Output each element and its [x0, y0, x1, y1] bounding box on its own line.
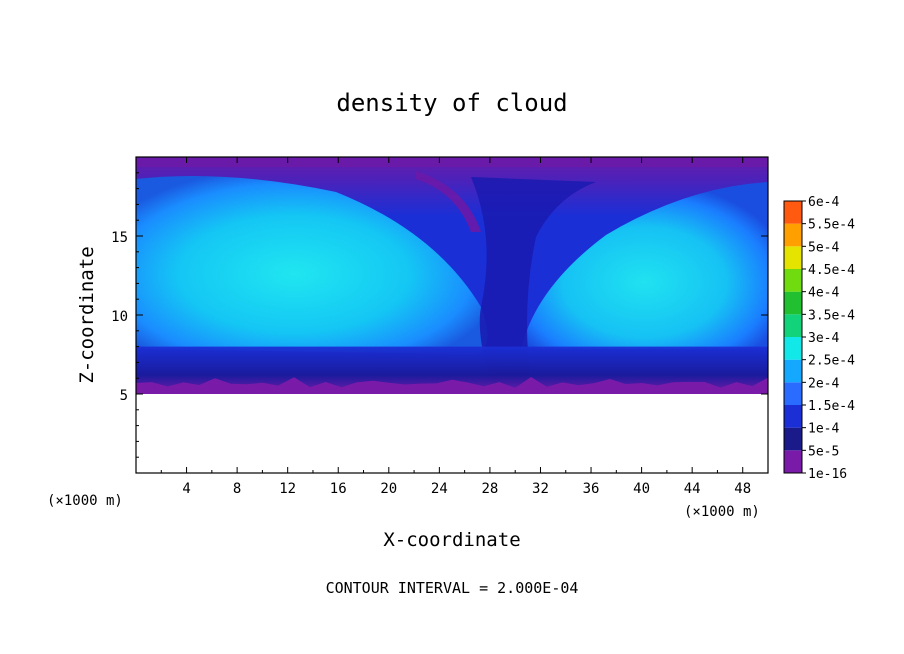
field-right-dome [521, 182, 768, 349]
colorbar-label: 1e-16 [808, 467, 847, 482]
x-tick-label: 36 [583, 481, 600, 497]
x-tick-label: 16 [330, 481, 347, 497]
y-tick-label: 5 [120, 388, 128, 404]
colorbar-label: 5.5e-4 [808, 218, 855, 233]
colorbar-swatch [784, 337, 802, 360]
y-axis: 5 10 15 [111, 172, 768, 458]
field-left-dome [136, 175, 488, 354]
y-tick-label: 10 [111, 309, 128, 325]
x-tick-label: 12 [279, 481, 296, 497]
density-field [136, 157, 768, 473]
colorbar-swatch [784, 359, 802, 383]
x-tick-label: 8 [233, 481, 241, 497]
colorbar-label: 2.5e-4 [808, 354, 855, 369]
colorbar-swatch [784, 427, 802, 451]
colorbar-label: 6e-4 [808, 195, 839, 210]
x-tick-label: 32 [532, 481, 549, 497]
x-unit-right: (×1000 m) [684, 504, 760, 520]
colorbar-swatch [784, 269, 802, 292]
colorbar-label: 1e-4 [808, 422, 839, 437]
x-axis: 4 8 12 16 20 24 28 32 36 40 44 48 [160, 157, 751, 497]
y-tick-label: 15 [111, 230, 128, 246]
x-tick-label: 48 [734, 481, 751, 497]
colorbar-label: 5e-5 [808, 444, 839, 459]
colorbar-label: 3.5e-4 [808, 308, 855, 323]
colorbar-swatch [784, 405, 802, 428]
colorbar-label: 4.5e-4 [808, 263, 855, 278]
colorbar-swatch [784, 314, 802, 337]
colorbar-swatch [784, 450, 802, 473]
x-tick-label: 40 [633, 481, 650, 497]
colorbar-label: 5e-4 [808, 240, 839, 255]
x-tick-label: 20 [380, 481, 397, 497]
x-unit-left: (×1000 m) [47, 493, 123, 509]
colorbar-swatch [784, 223, 802, 247]
x-tick-label: 24 [431, 481, 448, 497]
x-axis-label: X-coordinate [383, 529, 520, 551]
colorbar-swatch [784, 382, 802, 405]
colorbar-label: 1.5e-4 [808, 399, 855, 414]
colorbar-swatch [784, 246, 802, 269]
colorbar-label: 3e-4 [808, 331, 839, 346]
field-central-plume [471, 177, 596, 384]
field-top-band [136, 157, 768, 167]
field-purple-wisp [416, 171, 481, 232]
colorbar-label: 2e-4 [808, 376, 839, 391]
x-tick-label: 44 [684, 481, 701, 497]
y-axis-label: Z-coordinate [76, 246, 98, 383]
colorbar-swatch [784, 201, 802, 224]
contour-interval-note: CONTOUR INTERVAL = 2.000E-04 [326, 579, 579, 597]
colorbar-label: 4e-4 [808, 286, 839, 301]
x-tick-label: 4 [182, 481, 190, 497]
colorbar-swatch [784, 291, 802, 315]
chart-title: density of cloud [336, 89, 567, 117]
field-empty-region [136, 394, 768, 473]
field-base [136, 377, 768, 394]
x-tick-label: 28 [481, 481, 498, 497]
colorbar-legend: 1e-16 5e-5 1e-4 1.5e-4 2e-4 2.5e-4 3e-4 3.5e-4 4… [783, 195, 855, 482]
